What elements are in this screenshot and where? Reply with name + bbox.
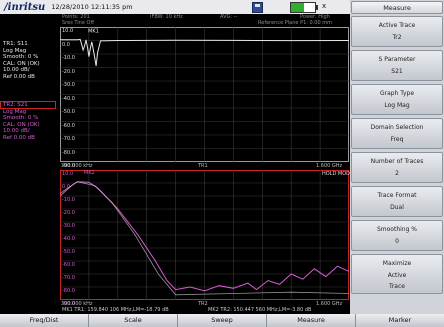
marker2-readout: MK2 TR2: 150.447 560 MHz,LM=-3.80 dB [208,307,312,313]
trace1-graph: MK1 [60,27,349,162]
trace2-smooth: Smooth: 0 % [3,115,39,121]
trace1-info: TR1: S11 Log Mag Smooth: 0 % CAL: ON (OK) 10… [3,41,40,80]
bottom-menu-bar: Freq/Dist Scale Sweep Measure Marker [0,314,444,327]
sweep-menu-button[interactable]: Sweep [178,314,267,327]
graph-type-softkey[interactable]: Graph Type Log Mag [351,84,443,115]
y-tick-label: -40.0 [62,236,75,242]
date-time: 12/28/2010 12:11:35 pm [51,3,133,11]
save-icon[interactable] [252,2,263,13]
y-tick-label: 10.0 [62,28,74,34]
trace1-label: TR1 [198,163,208,169]
trace2-start-freq: 300.000 kHz [61,301,93,307]
scale-menu-button[interactable]: Scale [89,314,178,327]
battery-fill [291,3,305,12]
measurement-screen: TR1: S11 Log Mag Smooth: 0 % CAL: ON (OK) 10… [0,14,354,314]
trace2-stop-freq: 1.600 GHz [316,301,343,307]
y-tick-label: -80.0 [62,288,75,294]
trace1-ref: Ref 0.00 dB [3,73,35,80]
battery-status: x [322,2,327,10]
y-tick-label: -40.0 [62,95,75,102]
reference-plane-readout: Reference Plane P1: 0.00 mm [258,20,333,26]
active-trace-highlight [0,101,56,109]
y-tick-label: -90.0 [62,163,75,169]
top-status-bar: /inritsu 12/28/2010 12:11:35 pm x [0,0,350,14]
s-parameter-softkey[interactable]: S Parameter S21 [351,50,443,81]
softkey-value: Tr2 [392,34,402,41]
y-tick-label: 0.0 [62,41,70,48]
softkey-label: Smoothing % [376,226,418,233]
trace1-label: TR1: S11 [3,41,28,47]
trace1-scale: 10.00 dB/ [3,67,30,73]
maximize-trace-softkey[interactable]: Maximize Active Trace [351,254,443,294]
trace-format-softkey[interactable]: Trace Format Dual [351,186,443,217]
sweep-readout: Sres Tine Off [62,20,94,26]
y-tick-label: -60.0 [62,122,75,129]
number-of-traces-softkey[interactable]: Number of Traces 2 [351,152,443,183]
trace2-graph: MK2 [60,170,349,300]
active-trace-softkey[interactable]: Active Trace Tr2 [351,16,443,47]
marker2-label: MK2 [84,170,95,176]
marker1-label: MK1 [88,28,99,34]
measure-menu-button[interactable]: Measure [267,314,356,327]
trace1-cal: CAL: ON (OK) [3,60,40,67]
marker-menu-button[interactable]: Marker [356,314,444,327]
softkey-label: Trace Format [377,192,417,199]
trace2-format: Log Mag [3,108,27,115]
y-tick-label: -50.0 [62,249,75,255]
points-readout: Points: 201 [62,14,90,20]
y-tick-label: -30.0 [62,82,75,88]
y-tick-label: -10.0 [62,55,75,61]
y-tick-label: -70.0 [62,275,75,281]
avg-readout: AVG: -- [220,14,238,20]
brand-logo: /inritsu [4,1,46,13]
softkey-label: Number of Traces [370,158,424,165]
trace2-label: TR2 [198,301,208,307]
trace1-format: Log Mag [3,47,27,54]
trace2-memory-line [60,181,349,296]
trace2-info[interactable]: TR2: S21 Log Mag Smooth: 0 % CAL: ON (OK) 10… [3,102,40,141]
softkey-value: 2 [395,170,399,177]
y-tick-label: -20.0 [62,68,75,75]
smoothing-softkey[interactable]: Smoothing % 0 [351,220,443,251]
trace1-line [60,38,349,66]
trace2-scale: 10.00 dB/ [3,128,30,134]
softkey-label: Maximize [382,260,412,267]
trace2-cal: CAL: ON (OK) [3,121,40,128]
y-tick-label: -30.0 [62,223,75,229]
y-tick-label: 0.0 [62,184,70,190]
trace2-ref: Ref 0.00 dB [3,134,35,141]
y-tick-label: -60.0 [62,262,75,268]
ifbw-readout: IFBW: 10 kHz [150,14,183,20]
trace1-start-freq: 300.000 kHz [61,163,93,169]
softkey-menu: Measure Active Trace Tr2 S Parameter S21 G… [350,0,444,314]
y-tick-label: -50.0 [62,109,75,115]
softkey-value-2: Trace [389,283,405,290]
softkey-value: Log Mag [384,102,410,109]
trace2-label: TR2: S21 [3,102,28,108]
y-tick-label: 10.0 [62,171,74,177]
y-tick-label: -80.0 [62,149,75,156]
softkey-label: Graph Type [379,90,415,97]
softkey-value: Freq [390,136,404,143]
freq-dist-menu-button[interactable]: Freq/Dist [0,314,89,327]
trace1-smooth: Smooth: 0 % [3,54,39,60]
battery-icon [290,2,318,13]
marker1-readout: MK1 TR1: 159.840 106 MHz,LM=-18.79 dB [62,307,169,313]
y-tick-label: -20.0 [62,210,75,216]
softkey-label: Active Trace [378,22,416,29]
y-tick-label: -70.0 [62,136,75,142]
power-readout: Power: High [300,14,330,20]
softkey-label: Domain Selection [370,124,424,131]
softkey-value: Active [387,272,407,279]
y-tick-label: -90.0 [62,301,75,307]
domain-selection-softkey[interactable]: Domain Selection Freq [351,118,443,149]
softkey-label: S Parameter [378,56,416,63]
softkey-value: Dual [390,204,404,211]
y-tick-label: -10.0 [62,197,75,203]
menu-title: Measure [351,1,443,14]
softkey-value: 0 [395,238,399,245]
hold-mode-indicator: HOLD MODE [322,171,354,177]
trace1-stop-freq: 1.600 GHz [316,163,343,169]
softkey-value: S21 [391,68,403,75]
